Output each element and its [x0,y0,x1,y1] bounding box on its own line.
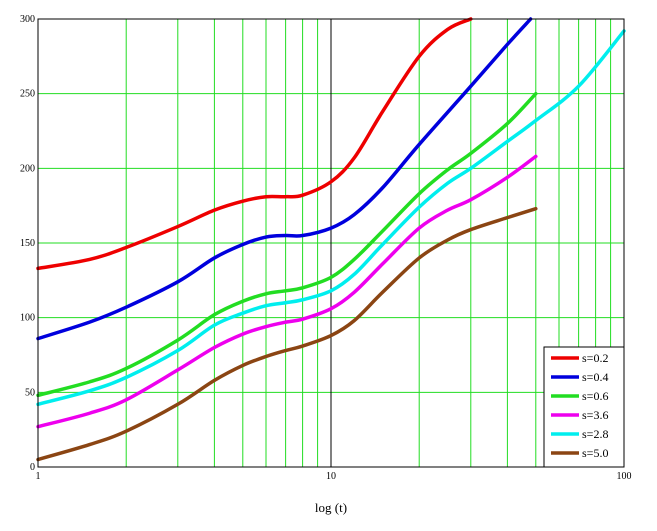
series-line-3 [36,91,538,398]
y-tick-label: 0 [30,462,35,473]
y-tick-label: 250 [20,89,35,100]
legend-label: s=0.4 [582,370,608,384]
x-axis-label: log (t) [315,500,347,515]
x-tick-label: 100 [617,471,632,482]
legend-label: s=0.2 [582,351,608,365]
tick-labels: 0 50 100 150 200 250 300 1 10 100 [20,14,632,482]
series-line-4 [36,154,538,429]
y-tick-label: 200 [20,163,35,174]
series-lines [36,17,626,462]
series-line-1 [36,17,473,271]
legend-label: s=2.8 [582,427,608,441]
y-tick-label: 100 [20,313,35,324]
series-line-2 [36,17,533,341]
y-tick-label: 300 [20,14,35,25]
plot-frame [37,18,625,468]
x-tick-label: 1 [36,471,41,482]
legend-label: s=0.6 [582,389,608,403]
y-tick-label: 150 [20,238,35,249]
series-line-6 [36,206,538,462]
legend-label: s=5.0 [582,446,608,460]
legend-box [543,346,625,468]
x-tick-label: 10 [326,471,336,482]
series-line-5 [36,29,626,407]
legend-label: s=3.6 [582,408,608,422]
y-tick-label: 50 [25,387,35,398]
legend: s=0.2 s=0.4 s=0.6 s=3.6 s=2.8 s=5.0 [543,346,625,468]
